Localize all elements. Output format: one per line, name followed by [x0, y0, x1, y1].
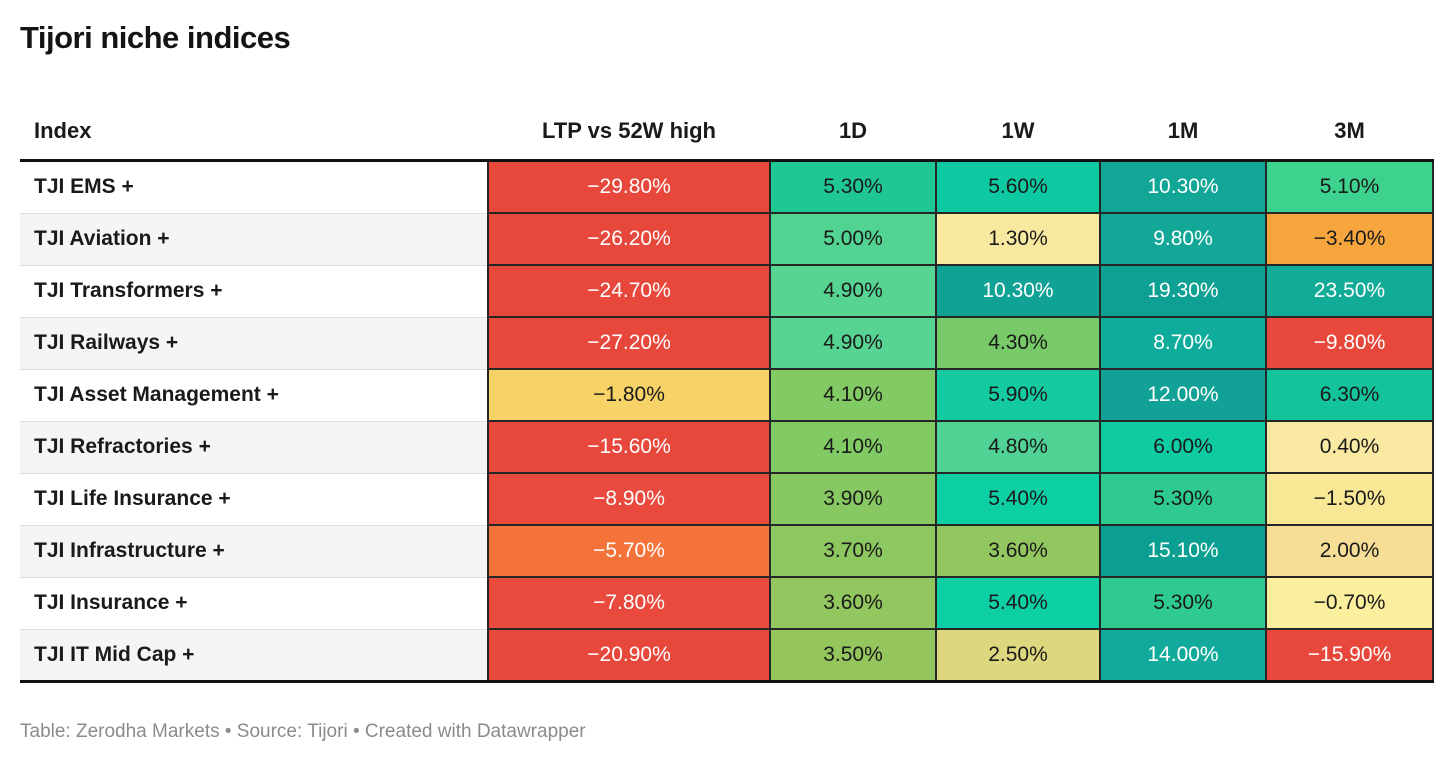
row-label-expandable[interactable]: TJI Transformers +	[20, 265, 488, 318]
value-cell: 5.30%	[1099, 472, 1267, 526]
value-cell: 5.40%	[935, 576, 1101, 630]
row-label-expandable[interactable]: TJI EMS +	[20, 160, 488, 214]
value-cell: 5.40%	[935, 472, 1101, 526]
value-cell: 6.00%	[1099, 420, 1267, 474]
value-cell: −7.80%	[487, 576, 771, 630]
value-cell: 15.10%	[1099, 524, 1267, 578]
column-header-1m: 1M	[1100, 106, 1266, 162]
value-cell: 5.30%	[769, 159, 937, 214]
table-row: TJI Insurance + −7.80% 3.60% 5.40% 5.30% −0.7…	[20, 576, 1434, 630]
page-title: Tijori niche indices	[20, 20, 291, 55]
value-cell: −1.50%	[1265, 472, 1434, 526]
table-header: Index LTP vs 52W high 1D 1W 1M 3M	[20, 106, 1433, 162]
row-label-expandable[interactable]: TJI Refractories +	[20, 421, 488, 474]
value-cell: 8.70%	[1099, 316, 1267, 370]
value-cell: 5.90%	[935, 368, 1101, 422]
value-cell: 10.30%	[1099, 159, 1267, 214]
table-row: TJI IT Mid Cap + −20.90% 3.50% 2.50% 14.00% −…	[20, 628, 1434, 683]
row-label-expandable[interactable]: TJI Life Insurance +	[20, 473, 488, 526]
value-cell: 2.00%	[1265, 524, 1434, 578]
table-row: TJI Infrastructure + −5.70% 3.70% 3.60% 15.1…	[20, 524, 1434, 578]
value-cell: 5.00%	[769, 212, 937, 266]
value-cell: 23.50%	[1265, 264, 1434, 318]
value-cell: 5.60%	[935, 159, 1101, 214]
indices-table: Index LTP vs 52W high 1D 1W 1M 3M TJI EM…	[20, 106, 1434, 683]
value-cell: −20.90%	[487, 628, 771, 683]
value-cell: 2.50%	[935, 628, 1101, 683]
table-footer: Table: Zerodha Markets • Source: Tijori …	[20, 721, 586, 742]
value-cell: 4.80%	[935, 420, 1101, 474]
column-header-index: Index	[20, 106, 488, 162]
value-cell: 9.80%	[1099, 212, 1267, 266]
column-header-3m: 3M	[1266, 106, 1433, 162]
value-cell: −27.20%	[487, 316, 771, 370]
value-cell: 6.30%	[1265, 368, 1434, 422]
value-cell: 3.70%	[769, 524, 937, 578]
column-header-1d: 1D	[770, 106, 936, 162]
table-row: TJI Refractories + −15.60% 4.10% 4.80% 6.00%…	[20, 420, 1434, 474]
row-label-expandable[interactable]: TJI Railways +	[20, 317, 488, 370]
value-cell: 1.30%	[935, 212, 1101, 266]
value-cell: 19.30%	[1099, 264, 1267, 318]
row-label-expandable[interactable]: TJI Insurance +	[20, 577, 488, 630]
value-cell: 3.60%	[935, 524, 1101, 578]
table-row: TJI Asset Management + −1.80% 4.10% 5.90% 12…	[20, 368, 1434, 422]
value-cell: −29.80%	[487, 159, 771, 214]
table-row: TJI Life Insurance + −8.90% 3.90% 5.40% 5.30…	[20, 472, 1434, 526]
row-label-expandable[interactable]: TJI Aviation +	[20, 213, 488, 266]
value-cell: 4.30%	[935, 316, 1101, 370]
row-label-expandable[interactable]: TJI Infrastructure +	[20, 525, 488, 578]
value-cell: −15.60%	[487, 420, 771, 474]
value-cell: −9.80%	[1265, 316, 1434, 370]
value-cell: 4.10%	[769, 420, 937, 474]
value-cell: 4.10%	[769, 368, 937, 422]
table-row: TJI Aviation + −26.20% 5.00% 1.30% 9.80% −3.4…	[20, 212, 1434, 266]
value-cell: 3.60%	[769, 576, 937, 630]
value-cell: −26.20%	[487, 212, 771, 266]
value-cell: 3.50%	[769, 628, 937, 683]
value-cell: −3.40%	[1265, 212, 1434, 266]
value-cell: 5.10%	[1265, 159, 1434, 214]
value-cell: −1.80%	[487, 368, 771, 422]
value-cell: 12.00%	[1099, 368, 1267, 422]
value-cell: 10.30%	[935, 264, 1101, 318]
value-cell: 3.90%	[769, 472, 937, 526]
value-cell: −5.70%	[487, 524, 771, 578]
row-label-expandable[interactable]: TJI Asset Management +	[20, 369, 488, 422]
value-cell: 4.90%	[769, 316, 937, 370]
table-body: TJI EMS + −29.80% 5.30% 5.60% 10.30% 5.10% TJI…	[20, 159, 1434, 683]
value-cell: −8.90%	[487, 472, 771, 526]
row-label-expandable[interactable]: TJI IT Mid Cap +	[20, 629, 488, 683]
column-header-1w: 1W	[936, 106, 1100, 162]
value-cell: 0.40%	[1265, 420, 1434, 474]
column-header-ltp-52w-high: LTP vs 52W high	[488, 106, 770, 162]
table-row: TJI Transformers + −24.70% 4.90% 10.30% 19.3…	[20, 264, 1434, 318]
value-cell: 5.30%	[1099, 576, 1267, 630]
table-row: TJI Railways + −27.20% 4.90% 4.30% 8.70% −9.8…	[20, 316, 1434, 370]
value-cell: 14.00%	[1099, 628, 1267, 683]
table-row: TJI EMS + −29.80% 5.30% 5.60% 10.30% 5.10%	[20, 159, 1434, 214]
value-cell: −15.90%	[1265, 628, 1434, 683]
value-cell: 4.90%	[769, 264, 937, 318]
value-cell: −0.70%	[1265, 576, 1434, 630]
value-cell: −24.70%	[487, 264, 771, 318]
